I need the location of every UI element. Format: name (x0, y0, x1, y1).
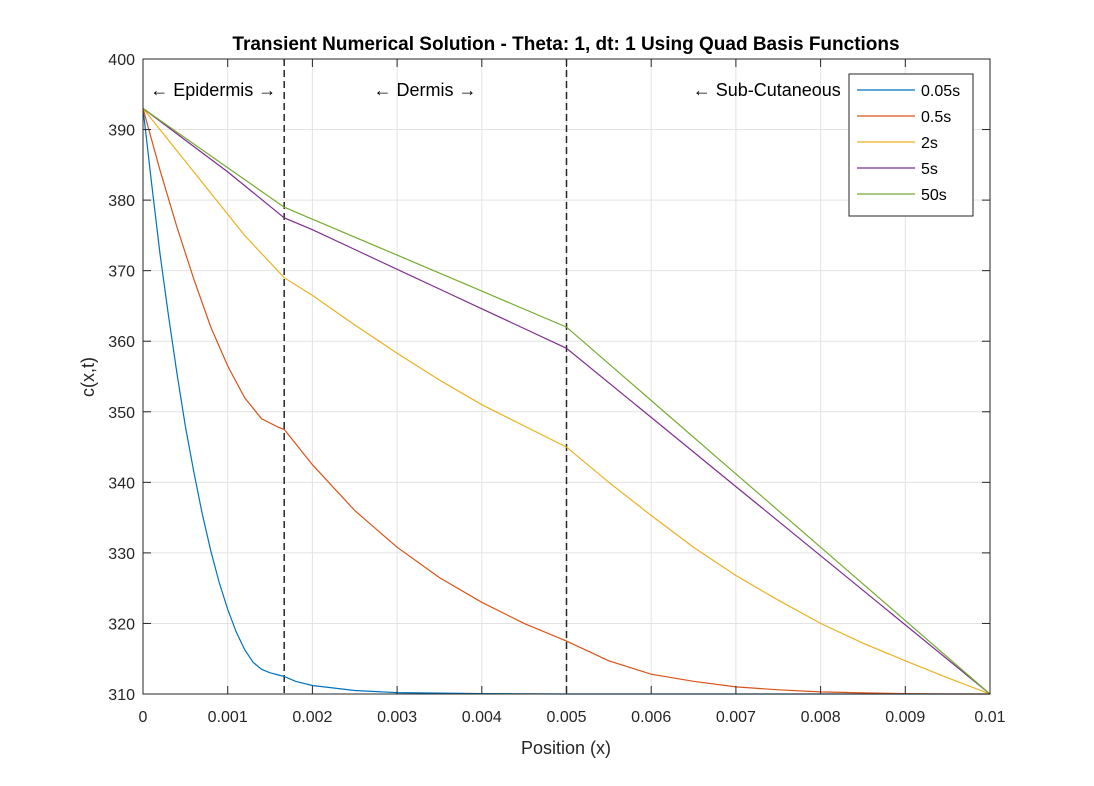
legend-label: 0.05s (921, 83, 960, 100)
x-tick-label: 0.003 (377, 709, 417, 726)
layer-annotation: ← Dermis → (374, 80, 477, 100)
y-tick-label: 360 (108, 334, 135, 351)
legend-label: 0.5s (921, 109, 951, 126)
y-axis-label: c(x,t) (78, 357, 98, 397)
y-tick-label: 320 (108, 616, 135, 633)
legend: 0.05s 0.5s 2s 5s 50s (848, 73, 974, 217)
y-tick-label: 310 (108, 687, 135, 704)
series-line-5s (142, 107, 991, 695)
annotation-group: ← Epidermis → ← Dermis → ← Sub-Cutaneous → (150, 80, 864, 100)
y-tick-label: 340 (108, 475, 135, 492)
legend-label: 50s (921, 187, 947, 204)
x-tick-label: 0.008 (801, 709, 841, 726)
y-tick-label: 390 (108, 123, 135, 140)
series-group (142, 107, 991, 695)
y-tick-label: 370 (108, 264, 135, 281)
x-tick-label: 0.005 (546, 709, 586, 726)
x-tick-label: 0.007 (716, 709, 756, 726)
x-tick-label: 0.009 (885, 709, 925, 726)
layer-annotation: ← Epidermis → (150, 80, 276, 100)
x-tick-label: 0.002 (292, 709, 332, 726)
series-line-0.5s (142, 108, 990, 695)
legend-label: 5s (921, 161, 938, 178)
y-tick-label: 400 (108, 52, 135, 69)
x-tick-label: 0.004 (462, 709, 502, 726)
x-tick-label: 0 (139, 709, 148, 726)
layer-annotation: ← Sub-Cutaneous → (693, 80, 864, 100)
y-tick-label: 380 (108, 193, 135, 210)
x-tick-label: 0.006 (631, 709, 671, 726)
legend-label: 2s (921, 135, 938, 152)
axes-group: 0 0.001 0.002 0.003 0.004 0.005 0.006 0.007 0.00… (108, 52, 1005, 726)
x-tick-label: 0.001 (208, 709, 248, 726)
series-line-2s (142, 108, 991, 695)
y-tick-label: 350 (108, 405, 135, 422)
x-tick-label: 0.01 (974, 709, 1005, 726)
chart-title: Transient Numerical Solution - Theta: 1,… (232, 34, 899, 55)
legend-box (848, 73, 974, 217)
x-axis-label: Position (x) (521, 738, 611, 758)
layer-boundary-group (283, 59, 568, 694)
series-line-50s (142, 107, 991, 695)
series-line-0.05s (142, 108, 990, 695)
y-tick-label: 330 (108, 546, 135, 563)
